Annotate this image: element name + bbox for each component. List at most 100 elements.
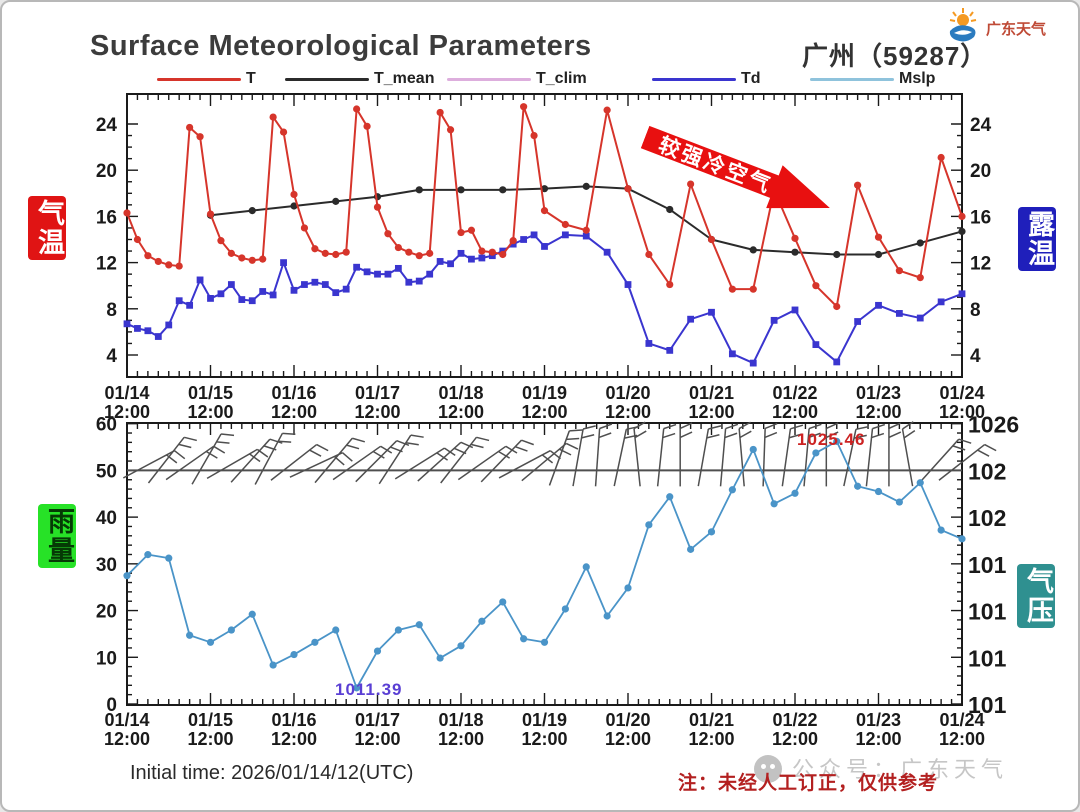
svg-text:01/21: 01/21: [689, 710, 734, 730]
svg-text:01/17: 01/17: [355, 710, 400, 730]
legend-line-Tmean: [285, 77, 369, 81]
svg-text:101: 101: [968, 552, 1007, 578]
legend-line-Td: [652, 77, 736, 81]
svg-text:12:00: 12:00: [271, 729, 317, 749]
svg-text:01/20: 01/20: [605, 383, 650, 403]
svg-text:8: 8: [970, 300, 981, 321]
svg-text:12:00: 12:00: [187, 729, 233, 749]
svg-text:01/24: 01/24: [939, 710, 984, 730]
svg-text:12:00: 12:00: [605, 729, 651, 749]
svg-text:12:00: 12:00: [855, 402, 901, 422]
svg-text:01/15: 01/15: [188, 383, 233, 403]
svg-text:12: 12: [970, 254, 991, 275]
air-temp-axis-label: 气温: [28, 196, 66, 260]
disclaimer-note: 注：未经人工订正，仅供参考: [678, 773, 939, 794]
legend-item-Tmean: T_mean: [285, 70, 434, 88]
mslp-series: [123, 437, 966, 692]
svg-text:12:00: 12:00: [605, 402, 651, 422]
svg-text:12:00: 12:00: [438, 402, 484, 422]
svg-text:01/24: 01/24: [939, 383, 984, 403]
svg-text:8: 8: [106, 300, 117, 321]
svg-text:12:00: 12:00: [187, 402, 233, 422]
svg-text:01/20: 01/20: [605, 710, 650, 730]
svg-text:16: 16: [96, 207, 117, 228]
svg-text:01/22: 01/22: [772, 710, 817, 730]
svg-text:01/19: 01/19: [522, 710, 567, 730]
svg-text:12:00: 12:00: [438, 729, 484, 749]
svg-text:30: 30: [96, 555, 117, 576]
station-label: 广州（59287）: [802, 41, 988, 71]
svg-text:12:00: 12:00: [772, 402, 818, 422]
svg-text:12:00: 12:00: [104, 402, 150, 422]
legend-item-Mslp: Mslp: [810, 70, 935, 88]
svg-text:01/23: 01/23: [856, 383, 901, 403]
watermark-text: 公众号：广东天气: [792, 757, 1009, 782]
svg-text:01/18: 01/18: [438, 710, 483, 730]
td-series: [123, 231, 966, 367]
sun-cloud-icon: [944, 7, 982, 50]
svg-text:12:00: 12:00: [104, 729, 150, 749]
svg-text:4: 4: [970, 346, 981, 367]
t-series: [123, 103, 966, 311]
svg-text:01/14: 01/14: [104, 383, 149, 403]
svg-text:12: 12: [96, 254, 117, 275]
svg-text:40: 40: [96, 508, 117, 529]
svg-text:12:00: 12:00: [688, 402, 734, 422]
svg-text:12:00: 12:00: [521, 402, 567, 422]
svg-text:60: 60: [96, 415, 117, 436]
svg-text:20: 20: [970, 161, 991, 182]
svg-text:12:00: 12:00: [354, 402, 400, 422]
svg-text:24: 24: [96, 115, 118, 136]
svg-text:01/17: 01/17: [355, 383, 400, 403]
wind-barbs: [122, 421, 997, 487]
legend-item-T: T: [157, 70, 256, 88]
svg-text:01/16: 01/16: [271, 710, 316, 730]
svg-text:4: 4: [106, 346, 117, 367]
wechat-icon: [754, 755, 782, 783]
svg-text:01/16: 01/16: [271, 383, 316, 403]
svg-text:10: 10: [96, 648, 117, 669]
svg-text:01/18: 01/18: [438, 383, 483, 403]
svg-text:12:00: 12:00: [521, 729, 567, 749]
svg-text:50: 50: [96, 461, 117, 482]
svg-text:12:00: 12:00: [855, 729, 901, 749]
legend-line-T: [157, 77, 241, 81]
svg-text:16: 16: [970, 207, 991, 228]
svg-text:102: 102: [968, 505, 1006, 531]
pressure-max-annotation: 1025.46: [797, 430, 866, 449]
svg-text:01/23: 01/23: [856, 710, 901, 730]
rain-axis-label: 雨量: [38, 504, 76, 568]
brand-logo-text: 广东天气: [986, 21, 1047, 38]
dew-temp-axis-label: 露温: [1018, 207, 1056, 271]
svg-text:20: 20: [96, 161, 117, 182]
svg-text:0: 0: [106, 695, 117, 716]
svg-text:01/14: 01/14: [104, 710, 149, 730]
svg-text:12:00: 12:00: [772, 729, 818, 749]
legend-line-Mslp: [810, 77, 894, 81]
svg-text:102: 102: [968, 458, 1006, 484]
svg-text:20: 20: [96, 602, 117, 623]
legend-line-Tclim: [447, 77, 531, 81]
axis-tick-labels: 4 4 8 8 12 12 16 16 20 20 24 24 0 10 20 30 40 50 60 1026 102…: [96, 115, 1019, 749]
initial-time-text: Initial time: 2026/01/14/12(UTC): [130, 762, 414, 784]
svg-text:101: 101: [968, 645, 1007, 671]
svg-text:12:00: 12:00: [939, 402, 985, 422]
svg-text:1026: 1026: [968, 412, 1019, 438]
pressure-min-annotation: 1011.39: [335, 680, 403, 699]
svg-text:12:00: 12:00: [688, 729, 734, 749]
svg-text:101: 101: [968, 692, 1007, 718]
svg-text:101: 101: [968, 599, 1007, 625]
svg-text:01/19: 01/19: [522, 383, 567, 403]
page-title: Surface Meteorological Parameters: [90, 30, 592, 62]
legend-item-Td: Td: [652, 70, 761, 88]
axis-ticks: [126, 94, 963, 705]
svg-text:12:00: 12:00: [939, 729, 985, 749]
legend-item-Tclim: T_clim: [447, 70, 587, 88]
svg-text:12:00: 12:00: [354, 729, 400, 749]
svg-text:01/22: 01/22: [772, 383, 817, 403]
pressure-axis-label: 气压: [1017, 564, 1055, 628]
brand-logo: 广东天气: [944, 7, 1046, 50]
svg-text:12:00: 12:00: [271, 402, 317, 422]
